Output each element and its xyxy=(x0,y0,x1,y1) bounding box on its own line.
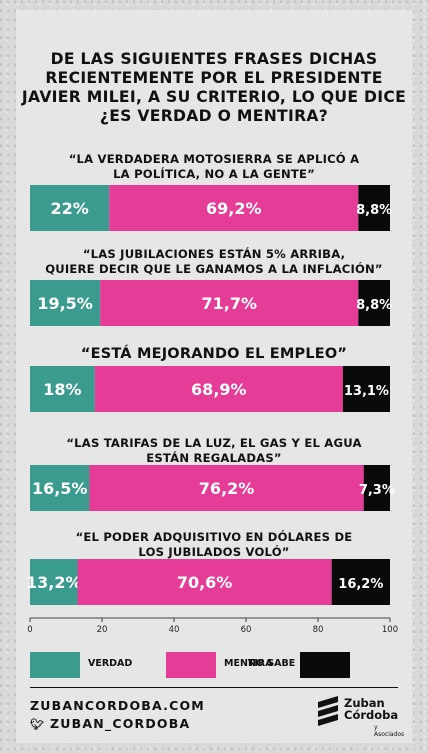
bar-label-no_sabe-1: 8,8% xyxy=(356,203,392,218)
bar-label-no_sabe-3: 13,1% xyxy=(344,384,389,399)
x-tick-label-80: 80 xyxy=(313,625,324,635)
bar-verdad-2 xyxy=(30,280,101,326)
zuban-cordoba-logo: Zuban Córdoba y Asociados xyxy=(318,694,404,738)
bar-no_sabe-3 xyxy=(342,366,390,412)
bar-label-verdad-3: 18% xyxy=(43,380,81,399)
question-1-line-2: LA POLÍTICA, NO A LA GENTE” xyxy=(113,167,315,181)
bar-mentira-5 xyxy=(77,559,332,605)
bar-label-verdad-5: 13,2% xyxy=(26,573,82,592)
question-4: “LAS TARIFAS DE LA LUZ, EL GAS Y EL AGUA… xyxy=(20,436,408,466)
logo-subtitle: y Asociados xyxy=(374,724,405,738)
question-3: “ESTÁ MEJORANDO EL EMPLEO” xyxy=(20,345,408,363)
question-2-line-1: “LAS JUBILACIONES ESTÁN 5% ARRIBA, xyxy=(82,247,346,261)
bar-no_sabe-4 xyxy=(363,465,390,511)
legend-label-verdad: VERDAD xyxy=(88,658,133,669)
question-1-line-1: “LA VERDADERA MOTOSIERRA SE APLICÓ A xyxy=(68,152,360,166)
footer-divider xyxy=(30,687,398,688)
question-1: “LA VERDADERA MOTOSIERRA SE APLICÓ A LA … xyxy=(20,152,408,182)
question-2: “LAS JUBILACIONES ESTÁN 5% ARRIBA, QUIER… xyxy=(20,247,408,277)
logo-mark-icon xyxy=(318,696,338,726)
bar-label-no_sabe-5: 16,2% xyxy=(338,577,383,592)
question-5-line-1: “EL PODER ADQUISITIVO EN DÓLARES DE xyxy=(75,530,353,544)
question-5-line-2: LOS JUBILADOS VOLÓ” xyxy=(138,545,290,559)
legend-swatch-mentira xyxy=(166,652,216,678)
bar-verdad-3 xyxy=(30,366,95,412)
bar-verdad-5 xyxy=(30,559,78,605)
question-5: “EL PODER ADQUISITIVO EN DÓLARES DE LOS … xyxy=(20,530,408,560)
x-axis: 0 20 40 60 80 100 xyxy=(27,617,398,635)
bar-mentira-2 xyxy=(100,280,359,326)
legend-swatch-verdad xyxy=(30,652,80,678)
logo-line-2: Córdoba xyxy=(344,708,399,722)
bar-label-no_sabe-2: 8,8% xyxy=(356,298,392,313)
footer-website[interactable]: ZUBANCORDOBA.COM xyxy=(30,698,205,713)
bar-label-mentira-3: 68,9% xyxy=(191,380,247,399)
twitter-bird-icon: 🐦︎ xyxy=(30,718,46,731)
bar-verdad-4 xyxy=(30,465,90,511)
bar-label-mentira-4: 76,2% xyxy=(199,479,255,498)
x-tick-label-60: 60 xyxy=(241,625,252,635)
x-tick-label-0: 0 xyxy=(27,625,32,635)
bar-no_sabe-2 xyxy=(358,280,390,326)
bar-mentira-3 xyxy=(94,366,343,412)
x-tick-label-20: 20 xyxy=(97,625,108,635)
question-2-line-2: QUIERE DECIR QUE LE GANAMOS A LA INFLACI… xyxy=(45,262,383,276)
bar-label-verdad-2: 19,5% xyxy=(37,294,93,313)
logo-text: Zuban Córdoba xyxy=(344,697,398,721)
legend-swatch-no-sabe xyxy=(300,652,350,678)
legend-label-no-sabe: NO SABE xyxy=(248,658,296,669)
question-4-line-2: ESTÁN REGALADAS” xyxy=(146,451,282,465)
logo-line-1: Zuban xyxy=(344,696,385,710)
bar-mentira-4 xyxy=(89,465,364,511)
bar-label-mentira-2: 71,7% xyxy=(202,294,258,313)
bar-label-verdad-4: 16,5% xyxy=(32,479,88,498)
chart-title: DE LAS SIGUIENTES FRASES DICHAS RECIENTE… xyxy=(21,50,407,125)
legend-label-mentira: MENTIRA xyxy=(224,658,273,669)
bar-verdad-1 xyxy=(30,185,110,231)
bar-label-verdad-1: 22% xyxy=(50,199,88,218)
x-tick-label-40: 40 xyxy=(169,625,180,635)
bar-mentira-1 xyxy=(109,185,359,231)
bar-label-no_sabe-4: 7,3% xyxy=(359,483,395,498)
question-3-line-1: “ESTÁ MEJORANDO EL EMPLEO” xyxy=(80,346,348,362)
footer-twitter-handle: ZUBAN_CORDOBA xyxy=(50,716,191,731)
bar-label-mentira-1: 69,2% xyxy=(206,199,262,218)
question-4-line-1: “LAS TARIFAS DE LA LUZ, EL GAS Y EL AGUA xyxy=(66,436,362,450)
bar-no_sabe-1 xyxy=(358,185,390,231)
bar-no_sabe-5 xyxy=(331,559,390,605)
footer-twitter[interactable]: 🐦︎ ZUBAN_CORDOBA xyxy=(30,716,190,731)
bars-group: 22% 69,2% 8,8% 19,5% 71,7% 8,8% 18% 68,9% 13,1% 1… xyxy=(26,185,395,605)
x-tick-label-100: 100 xyxy=(382,625,398,635)
bar-label-mentira-5: 70,6% xyxy=(177,573,233,592)
